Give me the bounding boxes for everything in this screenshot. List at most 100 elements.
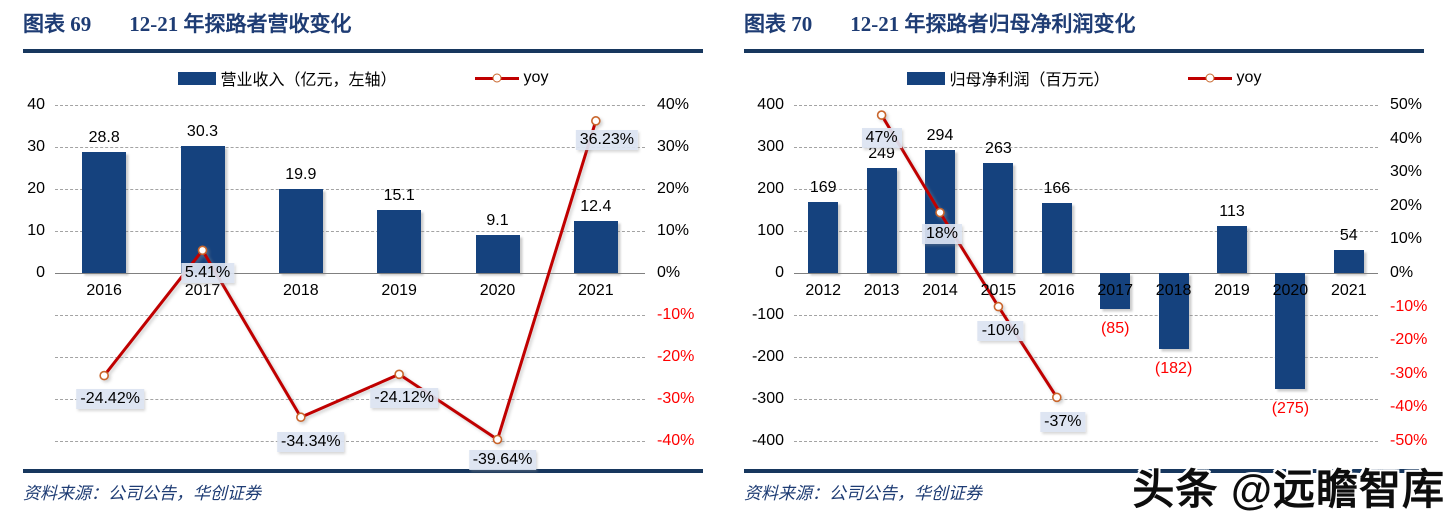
gridline bbox=[55, 231, 645, 232]
bar bbox=[475, 234, 520, 273]
bar bbox=[573, 220, 618, 273]
yoy-point-marker bbox=[1051, 392, 1062, 403]
figure-title: 图表 70 12-21 年探路者归母净利润变化 bbox=[744, 8, 1136, 38]
watermark: 头条 @远瞻智库 bbox=[1132, 466, 1445, 513]
marker-dot-icon bbox=[1205, 73, 1215, 83]
right-axis-tick-label: 10% bbox=[1390, 230, 1423, 248]
x-axis-tick-label: 2018 bbox=[283, 282, 319, 299]
legend-item-line: yoy bbox=[474, 69, 549, 87]
gridline bbox=[794, 189, 1378, 190]
gridline bbox=[55, 399, 645, 400]
left-axis-tick-label: -100 bbox=[751, 306, 784, 323]
legend-item-line: yoy bbox=[1187, 69, 1262, 87]
bar-value-label: 169 bbox=[809, 179, 837, 197]
line-series-swatch-icon bbox=[1187, 73, 1232, 83]
x-axis-tick-label: 2019 bbox=[1214, 282, 1250, 299]
left-axis-tick-label: 0 bbox=[775, 264, 784, 281]
figure-number: 图表 69 bbox=[23, 12, 92, 36]
bar bbox=[1217, 225, 1247, 273]
figure-caption: 12-21 年探路者归母净利润变化 bbox=[850, 12, 1136, 36]
bar bbox=[1333, 250, 1364, 273]
yoy-point-label: 47% bbox=[861, 128, 902, 149]
x-axis-tick-label: 2020 bbox=[479, 282, 516, 299]
yoy-point-marker bbox=[591, 116, 601, 126]
gridline bbox=[794, 105, 1378, 106]
legend-line-label: yoy bbox=[1236, 69, 1262, 86]
yoy-point-marker bbox=[296, 412, 306, 423]
right-axis-tick-label: -30% bbox=[1390, 364, 1428, 382]
bar-value-label: 28.8 bbox=[88, 129, 120, 147]
bar-value-label: 294 bbox=[926, 126, 954, 144]
bar-value-label: 113 bbox=[1219, 202, 1245, 220]
bar-value-label: 12.4 bbox=[580, 197, 612, 215]
yoy-point-label: -10% bbox=[977, 320, 1024, 341]
title-divider bbox=[744, 49, 1424, 53]
x-axis-tick-label: 2019 bbox=[381, 282, 417, 299]
right-axis-tick-label: 20% bbox=[657, 180, 690, 197]
zero-axis-line bbox=[794, 273, 1378, 274]
bar bbox=[278, 189, 323, 273]
gridline bbox=[55, 189, 645, 190]
plot-area-net-profit: 400 300 200 100 0 -100 -200 -300 -400 50% 40% 30% 20… bbox=[752, 96, 1427, 449]
right-axis-tick-label: -10% bbox=[1390, 297, 1428, 315]
yoy-point-label: -24.12% bbox=[370, 388, 438, 409]
marker-dot-icon bbox=[492, 73, 502, 83]
bar-value-label: 249 bbox=[868, 145, 895, 163]
right-axis-tick-label: 50% bbox=[1390, 96, 1423, 113]
left-axis-tick-label: -300 bbox=[751, 390, 784, 407]
yoy-point-label: -24.42% bbox=[76, 388, 144, 409]
gridline bbox=[55, 441, 645, 442]
bar bbox=[808, 202, 839, 273]
gridline bbox=[55, 147, 645, 148]
x-axis-tick-label: 2016 bbox=[86, 282, 122, 299]
yoy-point-label: 5.41% bbox=[180, 263, 235, 284]
bar-value-label: 54 bbox=[1339, 227, 1358, 245]
bar-value-label: (85) bbox=[1100, 319, 1130, 337]
gridline bbox=[794, 315, 1378, 316]
legend-line-label: yoy bbox=[523, 69, 549, 86]
right-axis-tick-label: -10% bbox=[657, 306, 695, 323]
bar bbox=[1158, 273, 1189, 350]
x-axis-tick-label: 2013 bbox=[863, 282, 900, 299]
right-axis-tick-label: -50% bbox=[1390, 432, 1428, 449]
left-axis-tick-label: 100 bbox=[757, 222, 784, 239]
bar bbox=[82, 152, 127, 273]
chart-panel-revenue: 图表 69 12-21 年探路者营收变化 营业收入（亿元，左轴） yoy 40 30… bbox=[23, 0, 713, 520]
bar-value-label: 263 bbox=[985, 139, 1012, 157]
gridline bbox=[55, 357, 645, 358]
legend-bar-label: 归母净利润（百万元） bbox=[949, 72, 1110, 89]
bar-value-label: 9.1 bbox=[486, 211, 509, 229]
gridline bbox=[794, 147, 1378, 148]
left-axis-tick-label: 10 bbox=[27, 222, 45, 239]
gridline bbox=[794, 441, 1378, 442]
figure-number: 图表 70 bbox=[744, 12, 813, 36]
bar-value-label: 30.3 bbox=[186, 122, 219, 140]
bar-series-swatch-icon bbox=[906, 71, 945, 85]
yoy-line-svg bbox=[876, 110, 1062, 403]
x-axis-tick-label: 2017 bbox=[1097, 282, 1133, 299]
bottom-divider bbox=[744, 469, 1424, 473]
left-axis-tick-label: -200 bbox=[751, 348, 784, 365]
yoy-point-marker bbox=[935, 207, 945, 218]
right-axis-tick-label: -40% bbox=[1390, 398, 1428, 416]
x-axis-tick-label: 2014 bbox=[922, 282, 958, 299]
right-axis-tick-label: 40% bbox=[1390, 129, 1423, 147]
left-axis-tick-label: 0 bbox=[36, 264, 45, 281]
bottom-divider bbox=[23, 469, 703, 473]
yoy-point-marker bbox=[876, 110, 887, 120]
right-axis-tick-label: -20% bbox=[657, 348, 695, 365]
gridline bbox=[794, 231, 1378, 232]
bar bbox=[1275, 273, 1306, 389]
right-axis-tick-label: -20% bbox=[1390, 331, 1428, 349]
right-axis-tick-label: 30% bbox=[657, 138, 690, 155]
figure-caption: 12-21 年探路者营收变化 bbox=[129, 12, 352, 36]
x-axis-tick-label: 2021 bbox=[1331, 282, 1367, 299]
x-axis-tick-label: 2021 bbox=[578, 282, 614, 299]
yoy-point-marker bbox=[394, 369, 404, 380]
source-note: 资料来源：公司公告，华创证券 bbox=[23, 484, 261, 503]
bar-value-label: (275) bbox=[1271, 399, 1310, 417]
right-axis-tick-label: 30% bbox=[1390, 163, 1423, 181]
x-axis-tick-label: 2017 bbox=[184, 282, 221, 299]
legend-bar-label: 营业收入（亿元，左轴） bbox=[220, 72, 397, 89]
